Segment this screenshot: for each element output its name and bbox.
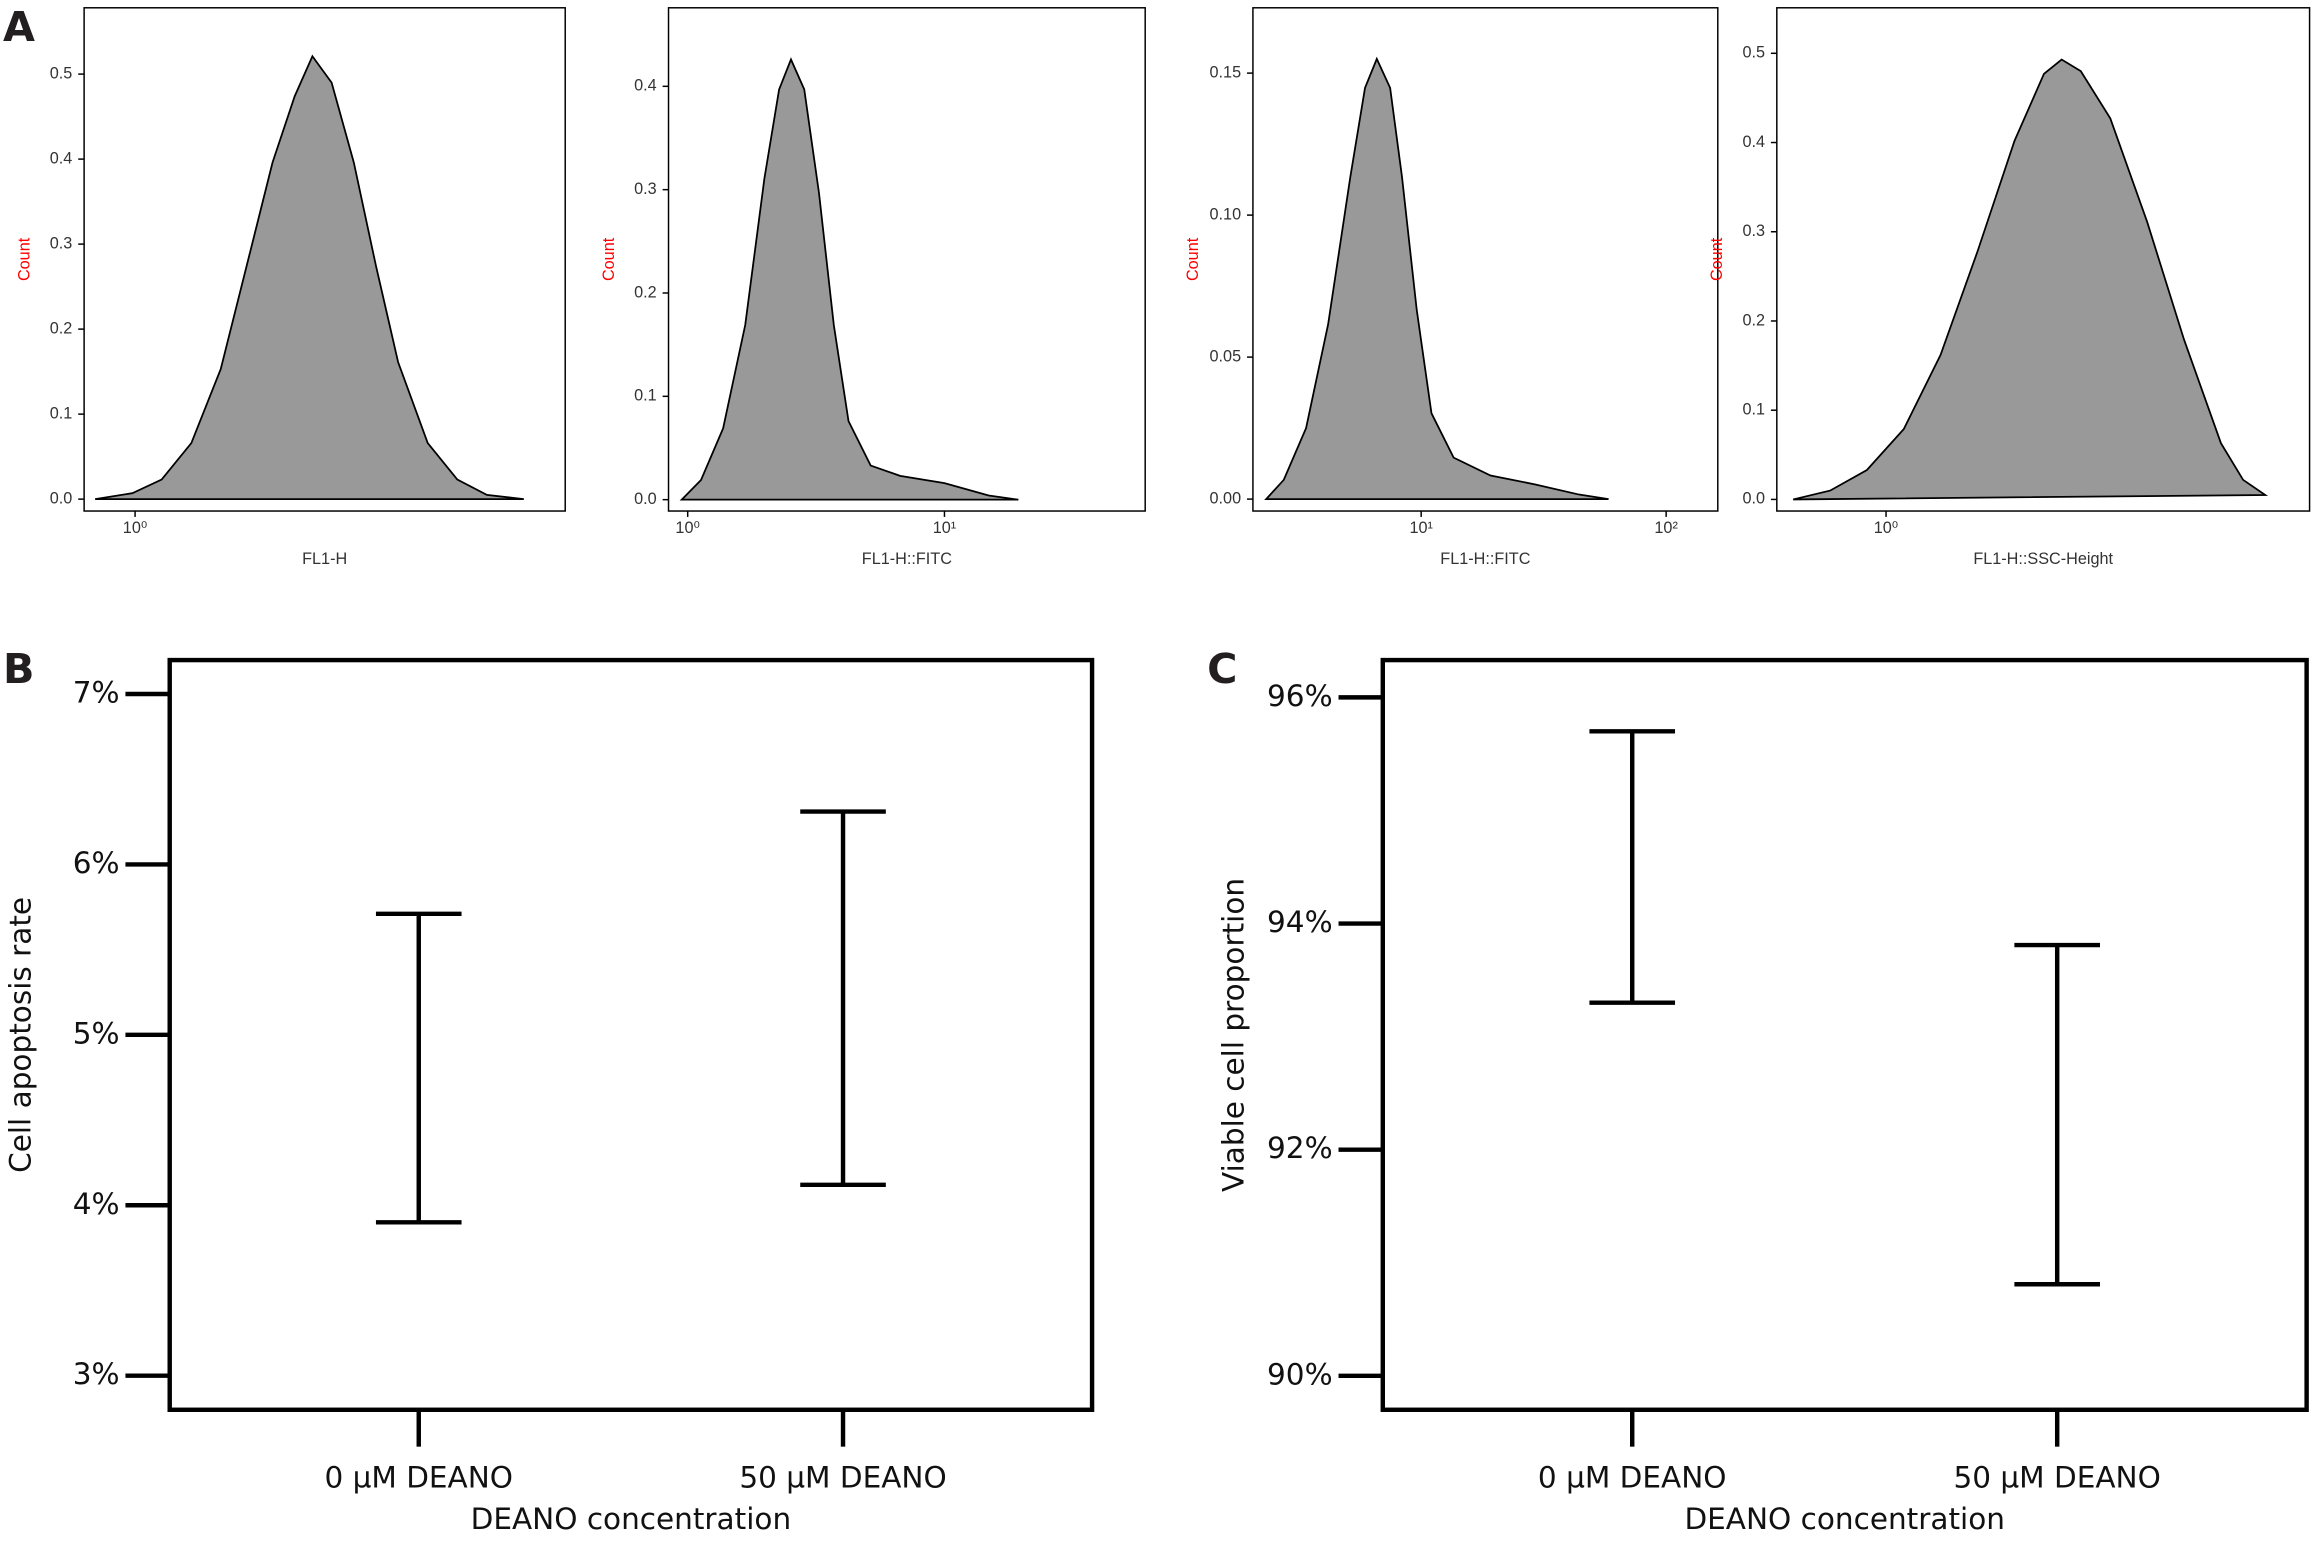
y-tick-label: 0.0 bbox=[50, 489, 73, 507]
y-tick-label: 0.2 bbox=[50, 319, 73, 337]
y-tick-label: 3% bbox=[73, 1357, 120, 1391]
y-tick-label: 0.2 bbox=[1742, 311, 1765, 329]
y-tick-label: 0.1 bbox=[50, 404, 73, 422]
x-tick-label: 0 µM DEANO bbox=[324, 1461, 513, 1495]
y-tick-label: 0.10 bbox=[1210, 205, 1242, 223]
x-tick-label: 10⁰ bbox=[123, 519, 148, 537]
x-axis-label: FL1-H::FITC bbox=[862, 550, 952, 568]
plot-frame bbox=[1252, 7, 1719, 512]
x-axis-label: FL1-H::FITC bbox=[1440, 550, 1530, 568]
density-area bbox=[1792, 58, 2269, 501]
y-tick-label: 0.15 bbox=[1210, 63, 1242, 81]
plot-frame bbox=[667, 7, 1146, 512]
panel-label: B bbox=[3, 645, 35, 693]
y-tick-label: 90% bbox=[1267, 1357, 1333, 1391]
y-tick-label: 0.0 bbox=[634, 490, 657, 508]
y-tick-label: 0.1 bbox=[634, 387, 657, 405]
y-tick-label: 0.4 bbox=[634, 77, 657, 95]
density-area bbox=[679, 57, 1019, 501]
x-tick-label: 10⁰ bbox=[1874, 519, 1899, 537]
y-tick-label: 96% bbox=[1267, 679, 1333, 713]
y-tick-label: 0.3 bbox=[50, 234, 73, 252]
y-tick-label: 0.4 bbox=[1742, 133, 1765, 151]
plot-frame bbox=[1380, 657, 2309, 1412]
y-tick-label: 92% bbox=[1267, 1131, 1333, 1165]
y-tick-label: 0.3 bbox=[634, 180, 657, 198]
plot-frame bbox=[167, 657, 1095, 1412]
x-tick-label: 50 µM DEANO bbox=[1954, 1461, 2161, 1495]
x-tick-label: 10¹ bbox=[933, 519, 957, 537]
panel-label: C bbox=[1207, 645, 1237, 693]
y-axis-label: Count bbox=[1184, 237, 1202, 281]
plot-frame bbox=[1776, 7, 2311, 512]
y-tick-label: 0.3 bbox=[1742, 222, 1765, 240]
y-tick-label: 0.5 bbox=[50, 64, 73, 82]
x-axis-label: FL1-H::SSC-Height bbox=[1973, 550, 2113, 568]
y-tick-label: 0.2 bbox=[634, 283, 657, 301]
y-tick-label: 7% bbox=[73, 675, 120, 709]
y-tick-label: 4% bbox=[73, 1187, 120, 1221]
x-tick-label: 0 µM DEANO bbox=[1538, 1461, 1727, 1495]
y-tick-label: 0.00 bbox=[1210, 489, 1242, 507]
y-axis-label: Count bbox=[15, 237, 33, 281]
x-tick-label: 10⁰ bbox=[675, 519, 700, 537]
y-tick-label: 0.0 bbox=[1742, 490, 1765, 508]
y-tick-label: 0.5 bbox=[1742, 44, 1765, 62]
x-axis-label: FL1-H bbox=[302, 550, 347, 568]
x-tick-label: 50 µM DEANO bbox=[739, 1461, 946, 1495]
panel-label: A bbox=[3, 3, 35, 51]
x-tick-label: 10¹ bbox=[1409, 519, 1433, 537]
density-area bbox=[1264, 56, 1609, 500]
x-axis-label: DEANO concentration bbox=[1684, 1502, 2005, 1536]
y-tick-label: 5% bbox=[73, 1016, 120, 1050]
x-tick-label: 10² bbox=[1654, 519, 1678, 537]
y-tick-label: 0.1 bbox=[1742, 400, 1765, 418]
y-tick-label: 6% bbox=[73, 846, 120, 880]
y-axis-label: Cell apoptosis rate bbox=[4, 897, 38, 1173]
y-tick-label: 0.4 bbox=[50, 149, 73, 167]
y-tick-label: 0.05 bbox=[1210, 347, 1242, 365]
y-tick-label: 94% bbox=[1267, 905, 1333, 939]
y-axis-label: Viable cell proportion bbox=[1217, 878, 1251, 1192]
density-area bbox=[95, 54, 524, 501]
y-axis-label: Count bbox=[600, 237, 618, 281]
x-axis-label: DEANO concentration bbox=[471, 1502, 792, 1536]
plot-frame bbox=[83, 7, 566, 512]
y-axis-label: Count bbox=[1708, 237, 1726, 281]
